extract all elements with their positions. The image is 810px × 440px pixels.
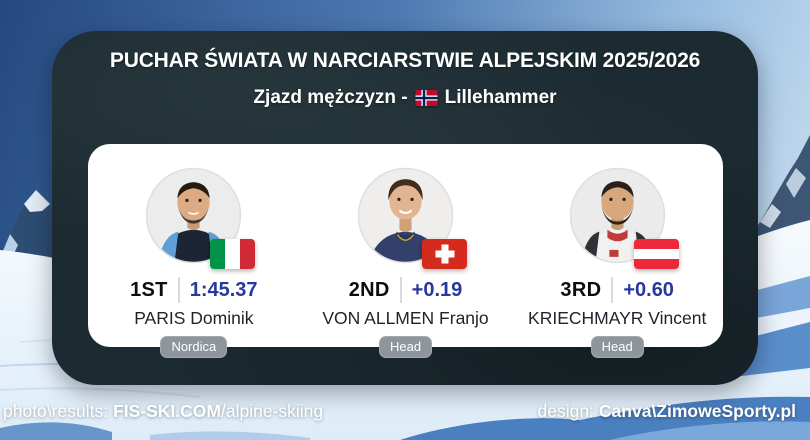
podium-column-first: 1ST 1:45.37 PARIS Dominik Nordica (88, 144, 300, 358)
rank-label: 2ND (348, 278, 390, 301)
result-value: 1:45.37 (189, 278, 258, 301)
switzerland-flag-icon (422, 239, 467, 269)
rank-label: 3RD (560, 278, 602, 301)
austria-flag-icon (633, 239, 679, 269)
ski-brand-badge: Nordica (160, 336, 228, 358)
design-credit-label: design: (537, 401, 594, 421)
scoreboard-card: PUCHAR ŚWIATA W NARCIARSTWIE ALPEJSKIM 2… (52, 31, 758, 385)
result-divider (399, 277, 402, 303)
event-subtitle-text: Zjazd mężczyzn - (253, 87, 408, 108)
podium-column-third: 3RD +0.60 KRIECHMAYR Vincent Head (511, 144, 723, 358)
athlete-avatar (145, 167, 256, 269)
photo-credit-source: FIS-SKI.COM (113, 401, 221, 421)
ski-brand-badge: Head (590, 336, 644, 358)
photo-credit-label: photo\results: (3, 401, 109, 421)
rank-label: 1ST (130, 278, 168, 301)
athlete-name: VON ALLMEN Franjo (322, 308, 489, 328)
photo-credit: photo\results: FIS-SKI.COM/alpine-skiing (3, 401, 323, 422)
norway-flag-icon (415, 90, 438, 106)
athlete-name: PARIS Dominik (134, 308, 254, 328)
design-credit-source: Canva\ZimoweSporty.pl (598, 401, 796, 421)
event-location: Lillehammer (444, 87, 557, 108)
result-value: +0.60 (623, 278, 674, 301)
result-value: +0.19 (411, 278, 463, 301)
event-title: PUCHAR ŚWIATA W NARCIARSTWIE ALPEJSKIM 2… (109, 49, 701, 72)
athlete-avatar (357, 167, 467, 269)
rank-result-row: 3RD +0.60 (560, 277, 674, 303)
athlete-name: KRIECHMAYR Vincent (528, 308, 707, 328)
design-credit: design: Canva\ZimoweSporty.pl (537, 401, 796, 422)
rank-result-row: 1ST 1:45.37 (130, 277, 258, 303)
athlete-avatar (569, 167, 679, 269)
podium-column-second: 2ND +0.19 VON ALLMEN Franjo Head (300, 144, 512, 358)
rank-result-row: 2ND +0.19 (348, 277, 463, 303)
event-subtitle: Zjazd mężczyzn - Lillehammer (52, 87, 758, 109)
ski-brand-badge: Head (378, 336, 433, 358)
photo-credit-path: /alpine-skiing (220, 401, 324, 421)
result-divider (177, 277, 180, 303)
result-divider (611, 277, 614, 303)
italy-flag-icon (210, 239, 256, 269)
results-panel: 1ST 1:45.37 PARIS Dominik Nordica (88, 144, 723, 358)
